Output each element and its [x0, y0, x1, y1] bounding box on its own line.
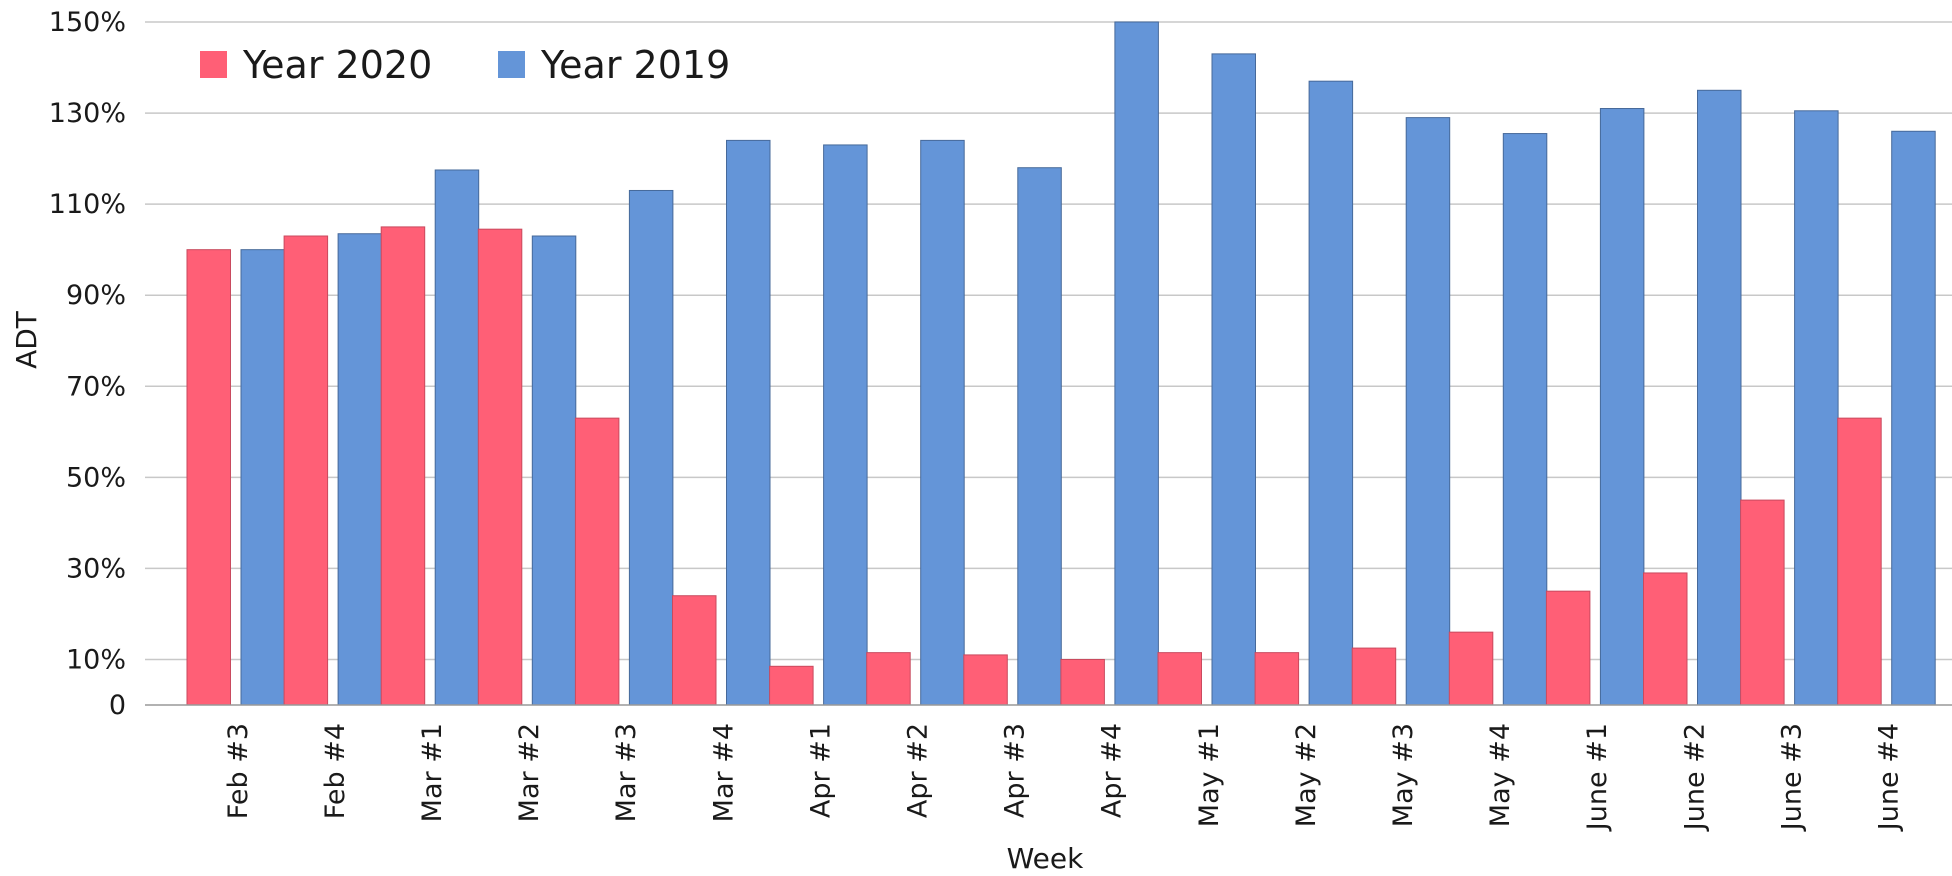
y-tick-label: 0 — [109, 690, 126, 721]
bar-year-2019 — [1502, 133, 1548, 706]
y-tick-label: 10% — [66, 644, 126, 675]
bar-year-2020 — [574, 417, 620, 706]
x-tick-label: Feb #4 — [320, 723, 351, 819]
bar-year-2019 — [1308, 80, 1354, 706]
y-tick-label: 150% — [49, 7, 126, 38]
bar-year-2019 — [920, 139, 965, 706]
x-tick-label: June #1 — [1582, 723, 1613, 832]
x-tick-label: Mar #4 — [708, 723, 739, 822]
x-axis-tick-labels: Feb #3 Feb #4 Mar #1 Mar #2 Mar #3 Mar #4 Apr … — [223, 723, 1905, 832]
bar-year-2019 — [726, 139, 771, 706]
x-tick-label: June #3 — [1776, 723, 1807, 832]
y-tick-label: 70% — [66, 371, 126, 402]
bar-year-2019 — [1697, 89, 1742, 706]
bar-year-2020 — [1740, 499, 1785, 706]
x-tick-label: June #4 — [1873, 723, 1904, 832]
legend-swatch — [200, 51, 227, 78]
legend-swatch — [498, 51, 525, 78]
x-tick-label: Apr #1 — [805, 723, 836, 818]
bar-year-2019 — [1891, 130, 1936, 706]
bar-year-2019 — [531, 235, 577, 706]
y-tick-label: 130% — [49, 98, 126, 129]
legend: Year 2020 Year 2019 — [200, 43, 730, 87]
x-tick-label: Mar #1 — [417, 723, 448, 822]
y-axis-tick-labels: 0 10% 30% 50% 70% 90% 110% 130% 150% — [49, 7, 126, 721]
bar-year-2019 — [1017, 167, 1062, 706]
bar-year-2019 — [240, 249, 285, 706]
y-tick-label: 90% — [66, 280, 126, 311]
bar-year-2020 — [1545, 590, 1591, 706]
bar-year-2020 — [1060, 658, 1105, 706]
bar-year-2020 — [283, 235, 329, 706]
x-tick-label: Apr #4 — [1097, 723, 1128, 818]
y-tick-label: 110% — [49, 189, 126, 220]
bars — [186, 21, 1936, 706]
x-tick-label: June #2 — [1679, 723, 1710, 832]
bar-year-2020 — [672, 595, 717, 706]
bar-year-2019 — [1599, 108, 1645, 706]
x-tick-label: Mar #3 — [611, 723, 642, 822]
bar-year-2019 — [1114, 21, 1159, 706]
bar-year-2019 — [337, 233, 383, 706]
bar-year-2020 — [1157, 652, 1202, 706]
x-tick-label: Apr #3 — [1000, 723, 1031, 818]
bar-year-2020 — [1254, 652, 1300, 706]
x-tick-label: Feb #3 — [223, 723, 254, 819]
bar-year-2019 — [1405, 117, 1451, 706]
bar-year-2019 — [1794, 110, 1839, 706]
bar-year-2020 — [1837, 417, 1882, 706]
bar-year-2019 — [434, 169, 480, 706]
bar-year-2020 — [769, 665, 814, 706]
x-tick-label: May #2 — [1291, 723, 1322, 827]
x-axis-title: Week — [1007, 842, 1084, 875]
bar-year-2020 — [1448, 631, 1494, 706]
x-tick-label: May #1 — [1194, 723, 1225, 827]
bar-year-2019 — [628, 189, 674, 706]
bar-year-2019 — [1211, 53, 1256, 706]
legend-label: Year 2019 — [540, 43, 730, 87]
bar-year-2020 — [380, 226, 426, 706]
x-tick-label: Mar #2 — [514, 723, 545, 822]
bar-year-2020 — [963, 654, 1008, 706]
x-tick-label: May #3 — [1388, 723, 1419, 827]
y-tick-label: 30% — [66, 553, 126, 584]
y-tick-label: 50% — [66, 462, 126, 493]
bar-year-2020 — [1351, 647, 1397, 706]
bar-year-2020 — [1643, 572, 1688, 706]
bar-year-2020 — [186, 249, 231, 706]
x-tick-label: Apr #2 — [902, 723, 933, 818]
x-tick-label: May #4 — [1485, 723, 1516, 827]
bar-year-2020 — [477, 228, 523, 706]
y-axis-title: ADT — [10, 310, 43, 369]
legend-label: Year 2020 — [242, 43, 432, 87]
bar-year-2020 — [866, 652, 911, 706]
bar-year-2019 — [823, 144, 868, 706]
